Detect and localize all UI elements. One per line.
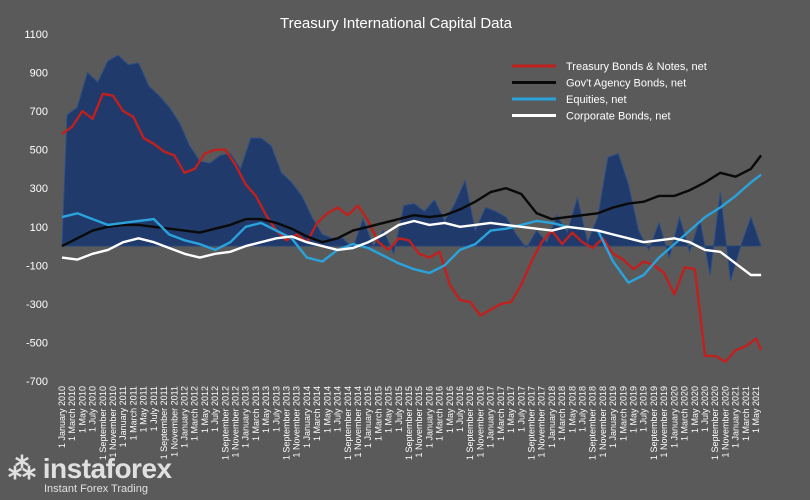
x-tick-label: 1 March 2015 — [373, 386, 383, 441]
x-tick-label: 1 May 2016 — [445, 386, 455, 433]
x-tick-label: 1 May 2010 — [77, 386, 87, 433]
x-tick-label: 1 July 2010 — [88, 386, 98, 432]
x-tick-label: 1 January 2020 — [669, 386, 679, 448]
x-tick-label: 1 May 2020 — [690, 386, 700, 433]
legend-label-3: Corporate Bonds, net — [566, 111, 671, 123]
x-tick-label: 1 January 2011 — [118, 386, 128, 447]
x-tick-label: 1 November 2014 — [353, 386, 363, 458]
x-tick-label: 1 November 2011 — [169, 386, 179, 457]
x-tick-label: 1 March 2013 — [251, 386, 261, 441]
series-line-0 — [61, 92, 763, 363]
x-tick-label: 1 January 2017 — [486, 386, 496, 448]
x-tick-label: 1 May 2014 — [322, 386, 332, 433]
x-tick-label: 1 January 2019 — [608, 386, 618, 448]
series-line-3 — [61, 219, 762, 277]
x-tick-label: 1 May 2021 — [751, 386, 761, 433]
x-tick-label: 1 September 2019 — [649, 386, 659, 460]
x-tick-label: 1 November 2010 — [108, 386, 118, 458]
x-tick-label: 1 January 2021 — [731, 386, 741, 448]
x-tick-label: 1 September 2020 — [710, 386, 720, 460]
x-tick-label: 1 July 2015 — [394, 386, 404, 432]
x-tick-label: 1 July 2019 — [639, 386, 649, 432]
instaforex-watermark: ⁂ instaforex Instant Forex Trading — [8, 452, 172, 495]
series-line-2 — [61, 173, 762, 284]
series-layer — [61, 92, 763, 363]
x-tick-label: 1 July 2016 — [455, 386, 465, 432]
x-tick-label: 1 May 2015 — [384, 386, 394, 433]
x-tick-label: 1 March 2018 — [557, 386, 567, 441]
x-tick-label: 1 March 2021 — [741, 386, 751, 441]
x-tick-label: 1 May 2012 — [200, 386, 210, 433]
instaforex-logo: ⁂ instaforex — [8, 453, 172, 484]
x-tick-label: 1 September 2014 — [343, 386, 353, 460]
x-tick-label: 1 May 2011 — [139, 386, 149, 432]
x-tick-label: 1 January 2010 — [57, 386, 67, 448]
y-tick-label: 900 — [30, 68, 48, 80]
y-tick-label: -300 — [26, 299, 48, 311]
y-tick-label: 1100 — [24, 29, 48, 41]
x-tick-label: 1 March 2017 — [496, 386, 506, 441]
legend-label-0: Treasury Bonds & Notes, net — [566, 61, 707, 73]
x-tick-label: 1 September 2011 — [159, 386, 169, 459]
y-tick-label: 300 — [30, 183, 48, 195]
x-tick-label: 1 September 2018 — [588, 386, 598, 460]
x-tick-label: 1 September 2015 — [404, 386, 414, 460]
x-tick-label: 1 September 2017 — [526, 386, 536, 460]
x-tick-label: 1 January 2018 — [547, 386, 557, 448]
area-layer — [61, 54, 762, 281]
legend-label-1: Gov't Agency Bonds, net — [566, 78, 686, 90]
x-tick-label: 1 March 2020 — [680, 386, 690, 441]
x-tick-label: 1 May 2017 — [506, 386, 516, 433]
x-tick-label: 1 November 2016 — [475, 386, 485, 458]
x-tick-label: 1 January 2012 — [179, 386, 189, 448]
x-tick-label: 1 May 2018 — [567, 386, 577, 433]
x-tick-label: 1 March 2011 — [128, 386, 138, 440]
instaforex-tagline: Instant Forex Trading — [44, 483, 148, 495]
x-tick-label: 1 March 2010 — [67, 386, 77, 441]
x-tick-label: 1 January 2014 — [302, 386, 312, 448]
x-tick-label: 1 March 2019 — [618, 386, 628, 441]
x-tick-label: 1 March 2016 — [435, 386, 445, 441]
y-tick-label: 500 — [30, 145, 48, 157]
x-tick-label: 1 September 2016 — [465, 386, 475, 460]
x-tick-label: 1 November 2012 — [231, 386, 241, 458]
legend-label-2: Equities, net — [566, 94, 627, 106]
x-tick-label: 1 July 2020 — [700, 386, 710, 432]
x-tick-label: 1 May 2013 — [261, 386, 271, 433]
x-tick-label: 1 March 2014 — [312, 386, 322, 441]
x-axis: 1 January 2010 1 March 2010 1 May 2010 1 Ju… — [57, 386, 761, 460]
y-tick-label: -100 — [26, 260, 48, 272]
series-line-1 — [61, 154, 763, 248]
x-tick-label: 1 January 2016 — [424, 386, 434, 448]
y-tick-label: -700 — [26, 376, 48, 388]
x-tick-label: 1 July 2013 — [271, 386, 281, 432]
x-tick-label: 1 November 2015 — [414, 386, 424, 458]
x-tick-label: 1 July 2014 — [333, 386, 343, 432]
x-tick-label: 1 January 2015 — [363, 386, 373, 448]
chart-title: Treasury International Capital Data — [280, 15, 513, 32]
legend: Treasury Bonds & Notes, net Gov't Agency … — [512, 61, 707, 123]
x-tick-label: 1 November 2013 — [292, 386, 302, 458]
x-tick-label: 1 November 2019 — [659, 386, 669, 458]
x-tick-label: 1 September 2010 — [98, 386, 108, 460]
x-tick-label: 1 March 2012 — [190, 386, 200, 441]
area-series — [61, 54, 762, 281]
x-tick-label: 1 May 2019 — [629, 386, 639, 433]
x-tick-label: 1 September 2012 — [220, 386, 230, 460]
x-tick-label: 1 July 2017 — [516, 386, 526, 432]
y-tick-label: 700 — [30, 106, 48, 118]
x-tick-label: 1 November 2017 — [537, 386, 547, 458]
y-tick-label: 100 — [30, 222, 48, 234]
x-tick-label: 1 July 2011 — [149, 386, 159, 431]
x-tick-label: 1 November 2020 — [720, 386, 730, 458]
x-tick-label: 1 September 2013 — [282, 386, 292, 460]
x-tick-label: 1 July 2012 — [210, 386, 220, 432]
x-tick-label: 1 July 2018 — [578, 386, 588, 432]
y-axis: 1100 900 700 500 300 100 -100 -300 -500 -700 — [24, 29, 48, 388]
x-tick-label: 1 January 2013 — [241, 386, 251, 448]
x-tick-label: 1 November 2018 — [598, 386, 608, 458]
y-tick-label: -500 — [26, 337, 48, 349]
